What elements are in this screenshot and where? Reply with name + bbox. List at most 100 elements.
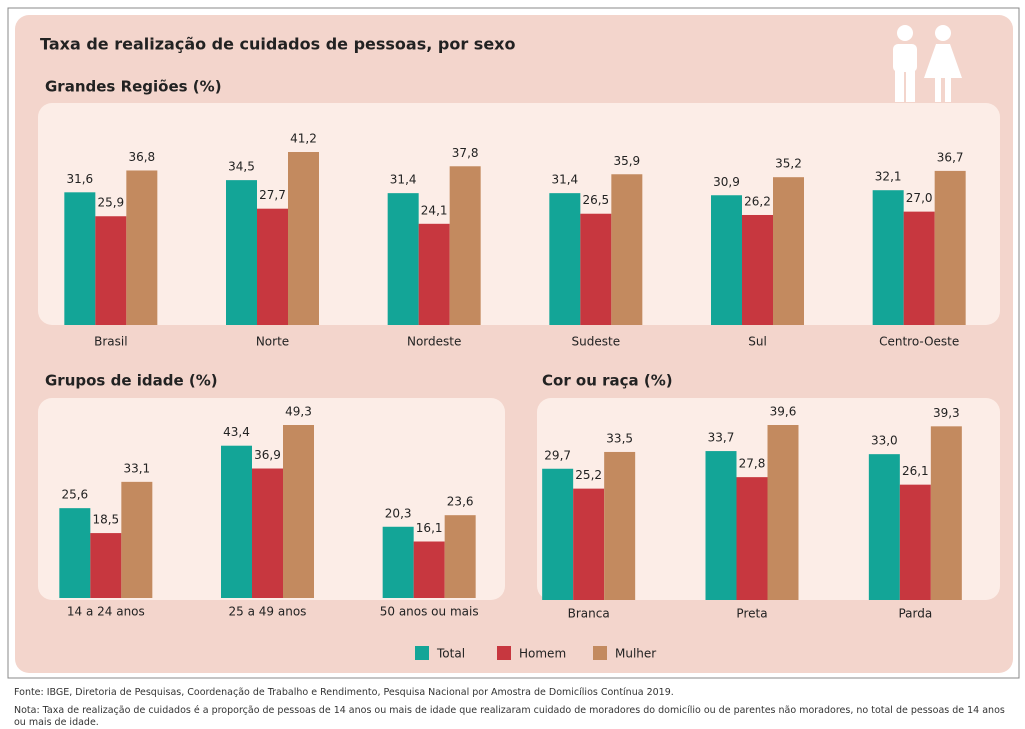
frame <box>7 7 1020 679</box>
data-label: 35,9 <box>613 154 640 168</box>
bar <box>611 174 643 325</box>
bar <box>126 170 158 325</box>
data-label: 39,6 <box>770 405 797 419</box>
data-label: 33,1 <box>123 461 150 475</box>
data-label: 27,8 <box>739 457 766 471</box>
data-label: 34,5 <box>228 160 255 174</box>
bar <box>90 533 122 598</box>
data-label: 49,3 <box>285 405 312 419</box>
data-label: 30,9 <box>713 175 740 189</box>
data-label: 16,1 <box>416 521 443 535</box>
bar <box>872 190 904 325</box>
legend-swatch <box>593 646 607 660</box>
data-label: 43,4 <box>223 425 250 439</box>
bar <box>705 451 737 600</box>
data-label: 26,2 <box>744 194 771 208</box>
bar <box>221 445 252 598</box>
x-tick-label: Centro-Oeste <box>879 335 959 349</box>
legend-swatch <box>415 646 429 660</box>
x-tick-label: Brasil <box>94 335 127 349</box>
chart-title: Grandes Regiões (%) <box>45 78 222 96</box>
bar <box>121 481 153 598</box>
bar <box>444 515 476 598</box>
bar <box>899 484 931 600</box>
bar <box>580 213 612 325</box>
bar <box>387 193 419 325</box>
x-tick-label: 50 anos ou mais <box>380 605 479 619</box>
bar <box>382 526 414 598</box>
data-label: 20,3 <box>385 506 412 520</box>
data-label: 26,1 <box>902 464 929 478</box>
data-label: 32,1 <box>875 170 902 184</box>
x-tick-label: Sul <box>748 335 767 349</box>
source: Fonte: IBGE, Diretoria de Pesquisas, Coo… <box>14 687 674 698</box>
legend-label: Total <box>436 647 465 661</box>
bar <box>252 468 283 598</box>
chart-title: Grupos de idade (%) <box>45 372 218 390</box>
data-label: 33,7 <box>708 431 735 445</box>
x-tick-label: Branca <box>568 607 610 621</box>
bar <box>449 166 481 325</box>
chart-title: Cor ou raça (%) <box>542 372 673 390</box>
data-label: 37,8 <box>452 146 479 160</box>
data-label: 41,2 <box>290 132 317 146</box>
data-label: 29,7 <box>544 448 571 462</box>
panel <box>38 103 1000 325</box>
x-tick-label: Preta <box>736 607 767 621</box>
bar <box>767 425 799 600</box>
bar <box>549 193 581 325</box>
data-label: 33,5 <box>606 431 633 445</box>
data-label: 31,4 <box>551 173 578 187</box>
chart: Taxa de realização de cuidados de pessoa… <box>7 7 1020 679</box>
people-icon <box>893 25 962 102</box>
bar <box>64 192 96 325</box>
bar <box>257 208 288 325</box>
title: Taxa de realização de cuidados de pessoa… <box>40 35 515 54</box>
data-label: 24,1 <box>421 203 448 217</box>
data-label: 25,2 <box>575 468 602 482</box>
data-label: 35,2 <box>775 157 802 171</box>
x-tick-label: Sudeste <box>572 335 621 349</box>
bar <box>226 180 257 325</box>
legend-label: Mulher <box>615 647 656 661</box>
data-label: 25,6 <box>61 488 88 502</box>
bar <box>413 541 445 598</box>
data-label: 36,9 <box>254 448 281 462</box>
data-label: 39,3 <box>933 406 960 420</box>
note: Nota: Taxa de realização de cuidados é a… <box>14 705 1005 728</box>
data-label: 26,5 <box>582 193 609 207</box>
bar <box>604 451 636 600</box>
data-label: 27,0 <box>906 191 933 205</box>
data-label: 36,7 <box>937 150 964 164</box>
x-tick-label: Norte <box>256 335 289 349</box>
bar <box>930 426 962 600</box>
data-label: 23,6 <box>447 495 474 509</box>
data-label: 25,9 <box>97 196 124 210</box>
bar <box>742 214 773 325</box>
x-tick-label: Nordeste <box>407 335 461 349</box>
x-tick-label: 25 a 49 anos <box>229 605 307 619</box>
bar <box>59 508 91 598</box>
bar <box>736 477 768 600</box>
bar <box>903 211 935 325</box>
data-label: 31,6 <box>66 172 93 186</box>
legend-swatch <box>497 646 511 660</box>
bar <box>934 170 966 325</box>
bar <box>288 152 319 325</box>
data-label: 36,8 <box>128 150 155 164</box>
bar <box>283 425 314 598</box>
legend-label: Homem <box>519 647 566 661</box>
bar <box>418 223 450 325</box>
x-tick-label: Parda <box>898 607 932 621</box>
bar <box>868 454 900 600</box>
bar <box>711 195 742 325</box>
x-tick-label: 14 a 24 anos <box>67 605 145 619</box>
data-label: 18,5 <box>92 513 119 527</box>
data-label: 27,7 <box>259 188 286 202</box>
data-label: 33,0 <box>871 434 898 448</box>
bar <box>573 488 605 600</box>
bar <box>542 468 574 600</box>
bar <box>773 177 804 325</box>
data-label: 31,4 <box>390 173 417 187</box>
